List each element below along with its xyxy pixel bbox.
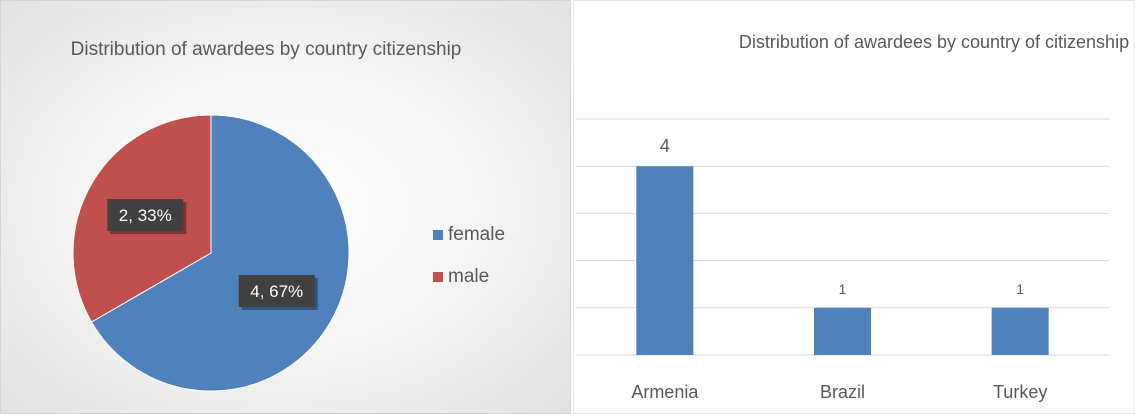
pie-chart: 4, 67% 2, 33% — [72, 114, 350, 392]
svg-text:2, 33%: 2, 33% — [119, 206, 172, 225]
bar-brazil — [814, 307, 871, 355]
bar-data-label-armenia: 4 — [660, 136, 670, 156]
pie-data-label-male: 2, 33% — [107, 199, 187, 235]
pie-chart-title: Distribution of awardees by country citi… — [70, 39, 462, 60]
svg-text:4, 67%: 4, 67% — [250, 282, 303, 301]
x-tick-label-brazil: Brazil — [820, 382, 865, 402]
bar-turkey — [991, 307, 1049, 355]
bar-chart-panel: Distribution of awardees by country of c… — [573, 0, 1135, 414]
bar-chart: 4 Armenia 1 Brazil 1 Turkey — [576, 118, 1109, 402]
pie-legend: female male — [433, 223, 505, 307]
pie-chart-panel: Distribution of awardees by country citi… — [0, 0, 571, 414]
x-tick-label-armenia: Armenia — [631, 382, 699, 402]
bar-data-label-turkey: 1 — [1016, 281, 1024, 297]
x-tick-label-turkey: Turkey — [993, 382, 1047, 402]
legend-swatch-male — [433, 271, 443, 282]
pie-data-label-female: 4, 67% — [238, 274, 318, 310]
bar-armenia — [636, 166, 694, 355]
pie-slice-female — [90, 114, 350, 392]
bar-data-label-brazil: 1 — [839, 281, 847, 297]
bar-chart-title: Distribution of awardees by country of c… — [738, 32, 1130, 52]
legend-item-female: female — [433, 223, 505, 246]
legend-label-female: female — [448, 223, 506, 245]
legend-item-male: male — [433, 265, 505, 288]
legend-label-male: male — [448, 265, 490, 287]
legend-swatch-female — [433, 229, 443, 240]
